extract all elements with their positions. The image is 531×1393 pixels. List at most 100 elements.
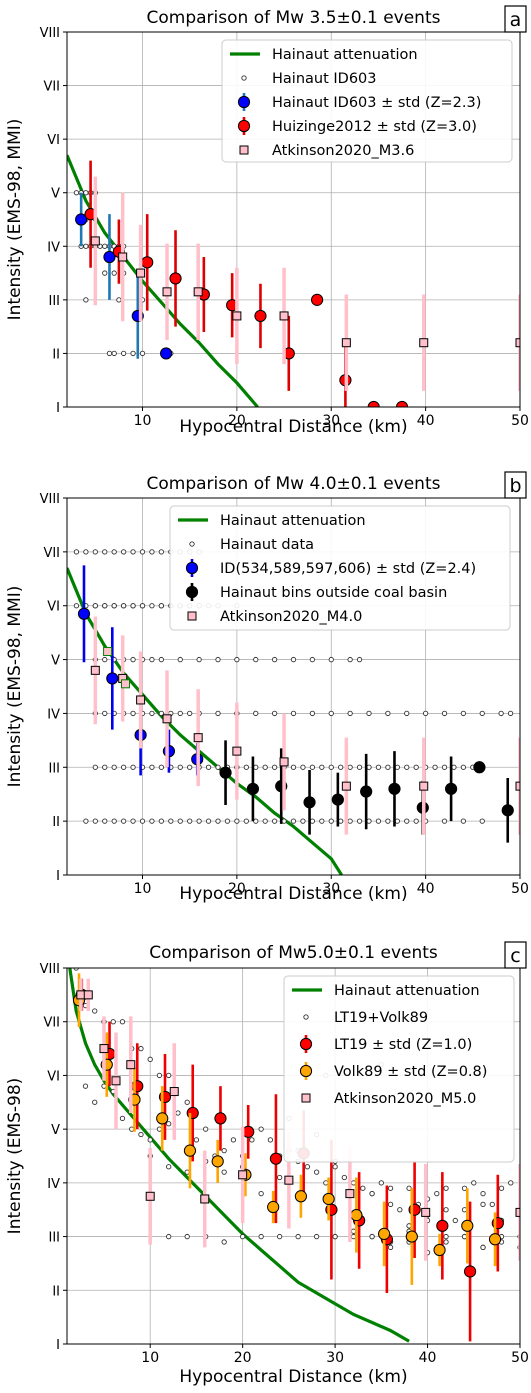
data-point-small — [309, 710, 316, 717]
y-tick-label: II — [52, 1284, 60, 1299]
series-0 — [68, 968, 410, 1343]
data-point-small — [215, 710, 221, 717]
data-point-small — [156, 1072, 163, 1079]
data-point-small — [234, 656, 240, 663]
data-point-small — [356, 764, 363, 770]
data-point-small — [102, 656, 108, 663]
axes-frame — [66, 31, 521, 408]
data-point-small — [460, 818, 467, 824]
data-point-small — [73, 190, 80, 196]
data-point-small — [385, 710, 391, 717]
data-point-small — [290, 656, 297, 663]
legend-circle-swatch — [303, 1014, 309, 1020]
data-point-small — [262, 818, 268, 824]
legend-label: LT19+Volk89 — [334, 1010, 428, 1026]
data-point-small — [184, 1233, 190, 1240]
data-point-small — [102, 710, 108, 717]
y-tick-label: VIII — [40, 492, 60, 507]
data-point-small — [111, 603, 117, 609]
data-point-small — [73, 549, 80, 555]
data-point-small — [369, 1233, 375, 1240]
square-point — [238, 1170, 248, 1180]
data-point-small — [119, 1019, 126, 1025]
panel-label-box — [504, 941, 527, 969]
data-point-small — [387, 1201, 394, 1207]
data-point-small — [205, 818, 212, 824]
mean-point — [267, 1200, 280, 1214]
square-point — [341, 338, 351, 348]
mean-point — [156, 1112, 169, 1125]
data-point-small — [443, 1239, 449, 1245]
data-point-small — [73, 603, 80, 609]
y-tick-label: IV — [47, 1177, 60, 1192]
data-point-small — [92, 818, 98, 824]
mean-point — [360, 785, 373, 798]
data-point-small — [347, 710, 353, 717]
data-point-small — [347, 656, 353, 663]
data-point-small — [385, 764, 391, 770]
data-point-small — [193, 1137, 200, 1143]
legend-label: Atkinson2020_M5.0 — [334, 1091, 476, 1107]
attenuation-line — [67, 154, 259, 407]
data-point-small — [82, 1083, 89, 1089]
data-point-small — [224, 818, 231, 824]
y-tick-label: VI — [47, 600, 60, 615]
legend-square-swatch — [301, 1093, 311, 1103]
square-point — [515, 1207, 520, 1217]
data-point-small — [83, 549, 89, 555]
data-point-small — [130, 603, 136, 609]
y-tick-label: I — [56, 1338, 60, 1353]
data-layer — [68, 968, 520, 1343]
y-tick-label: VII — [43, 80, 60, 95]
attenuation-line — [68, 968, 410, 1343]
data-point-small — [102, 764, 108, 770]
data-point-small — [249, 1137, 255, 1143]
mean-point — [246, 782, 260, 795]
data-point-small — [234, 818, 240, 824]
square-point — [419, 781, 429, 791]
data-point-small — [73, 968, 79, 971]
data-point-small — [404, 710, 410, 717]
data-point-small — [102, 243, 108, 249]
square-point — [200, 1194, 210, 1204]
panel-label-box — [504, 5, 527, 33]
data-point-small — [375, 818, 382, 824]
data-point-small — [184, 1099, 190, 1105]
data-point-small — [309, 764, 316, 770]
y-tick-label: V — [51, 654, 60, 669]
panel-label-box — [504, 471, 527, 499]
y-tick-label: VIII — [40, 26, 60, 41]
square-point — [136, 695, 146, 705]
mean-point — [350, 1208, 363, 1222]
series-4 — [90, 176, 520, 391]
data-point-small — [385, 818, 391, 824]
x-tick-label: 50 — [511, 881, 529, 897]
mean-point — [473, 761, 486, 774]
data-point-small — [139, 603, 146, 609]
square-point — [193, 733, 203, 743]
data-point-small — [328, 710, 334, 717]
square-point — [90, 236, 100, 246]
square-point — [169, 1087, 179, 1097]
data-point-small — [240, 1233, 246, 1240]
x-tick-label: 20 — [234, 1350, 252, 1366]
y-tick-label: IV — [47, 240, 60, 255]
legend-point-swatch — [237, 119, 251, 133]
data-point-small — [397, 1207, 403, 1213]
data-point-small — [138, 1045, 144, 1052]
mean-point — [211, 1155, 224, 1168]
x-tick-label: 50 — [511, 413, 529, 429]
series-0 — [67, 154, 259, 407]
data-point-small — [83, 818, 89, 824]
legend-point-swatch — [299, 1037, 313, 1051]
data-point-small — [177, 818, 183, 824]
data-point-small — [460, 764, 467, 770]
y-tick-label: VII — [43, 546, 60, 561]
mean-point — [331, 793, 344, 806]
data-point-small — [130, 764, 136, 770]
x-tick-label: 50 — [511, 1350, 529, 1366]
square-point — [83, 990, 93, 1000]
data-point-small — [177, 764, 183, 770]
